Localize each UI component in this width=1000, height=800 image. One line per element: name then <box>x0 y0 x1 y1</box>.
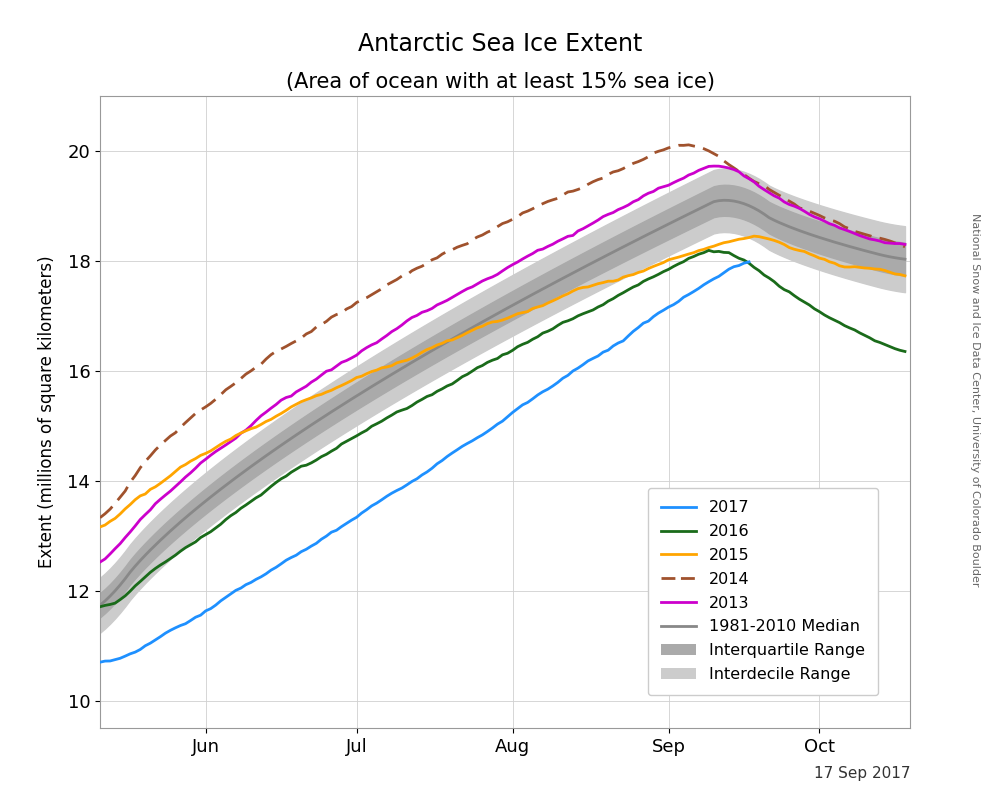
Text: (Area of ocean with at least 15% sea ice): (Area of ocean with at least 15% sea ice… <box>286 72 714 92</box>
Legend: 2017, 2016, 2015, 2014, 2013, 1981-2010 Median, Interquartile Range, Interdecile: 2017, 2016, 2015, 2014, 2013, 1981-2010 … <box>648 488 878 694</box>
Y-axis label: Extent (millions of square kilometers): Extent (millions of square kilometers) <box>38 256 56 568</box>
Text: Antarctic Sea Ice Extent: Antarctic Sea Ice Extent <box>358 32 642 56</box>
Text: 17 Sep 2017: 17 Sep 2017 <box>814 766 910 781</box>
Text: National Snow and Ice Data Center, University of Colorado Boulder: National Snow and Ice Data Center, Unive… <box>970 214 980 586</box>
